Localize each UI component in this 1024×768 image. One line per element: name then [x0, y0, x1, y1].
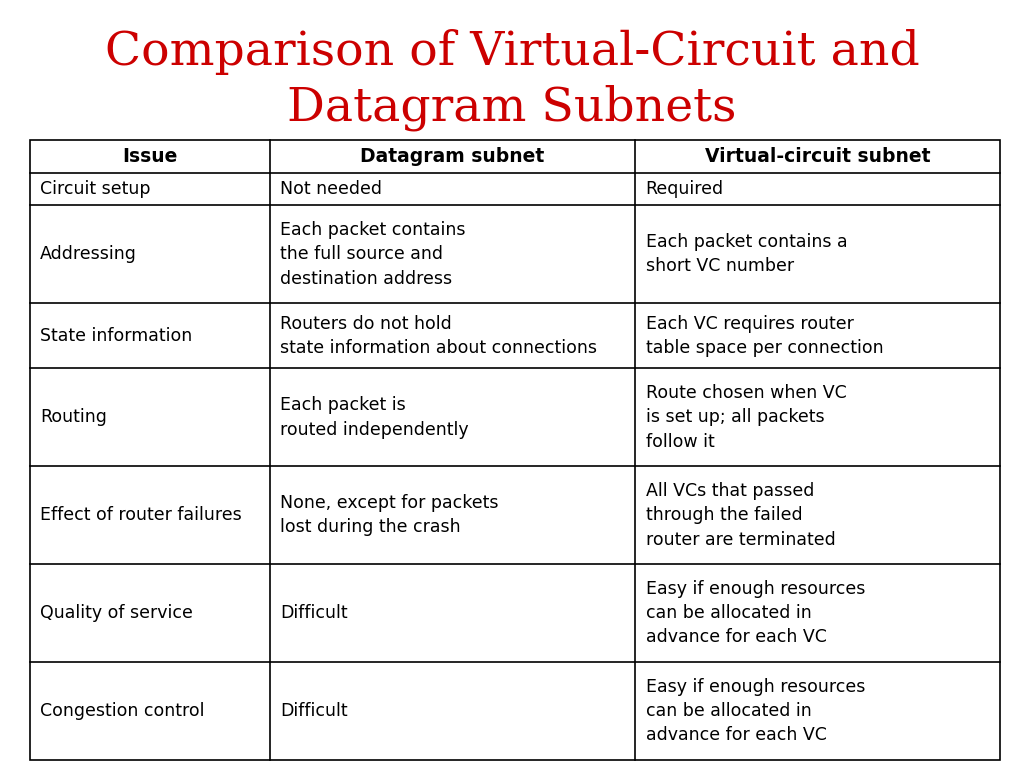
Text: None, except for packets
lost during the crash: None, except for packets lost during the… — [280, 494, 499, 536]
Text: Difficult: Difficult — [280, 604, 347, 622]
Text: Datagram subnet: Datagram subnet — [360, 147, 545, 166]
Text: Routers do not hold
state information about connections: Routers do not hold state information ab… — [280, 315, 597, 357]
Text: Quality of service: Quality of service — [40, 604, 194, 622]
Text: Comparison of Virtual-Circuit and: Comparison of Virtual-Circuit and — [104, 29, 920, 75]
Text: Routing: Routing — [40, 409, 108, 426]
Text: State information: State information — [40, 327, 193, 345]
Text: Issue: Issue — [122, 147, 177, 166]
Text: Effect of router failures: Effect of router failures — [40, 506, 242, 525]
Text: Each packet contains
the full source and
destination address: Each packet contains the full source and… — [280, 221, 465, 287]
Text: Each packet contains a
short VC number: Each packet contains a short VC number — [645, 233, 847, 276]
Text: All VCs that passed
through the failed
router are terminated: All VCs that passed through the failed r… — [645, 482, 836, 548]
Text: Easy if enough resources
can be allocated in
advance for each VC: Easy if enough resources can be allocate… — [645, 580, 865, 647]
Text: Congestion control: Congestion control — [40, 702, 205, 720]
Text: Addressing: Addressing — [40, 245, 137, 263]
Text: Circuit setup: Circuit setup — [40, 180, 151, 198]
Text: Each VC requires router
table space per connection: Each VC requires router table space per … — [645, 315, 883, 357]
Text: Not needed: Not needed — [280, 180, 382, 198]
Text: Virtual-circuit subnet: Virtual-circuit subnet — [705, 147, 931, 166]
Text: Easy if enough resources
can be allocated in
advance for each VC: Easy if enough resources can be allocate… — [645, 677, 865, 744]
Text: Datagram Subnets: Datagram Subnets — [288, 84, 736, 131]
Text: Required: Required — [645, 180, 724, 198]
Text: Each packet is
routed independently: Each packet is routed independently — [280, 396, 468, 439]
Text: Difficult: Difficult — [280, 702, 347, 720]
Text: Route chosen when VC
is set up; all packets
follow it: Route chosen when VC is set up; all pack… — [645, 384, 846, 451]
